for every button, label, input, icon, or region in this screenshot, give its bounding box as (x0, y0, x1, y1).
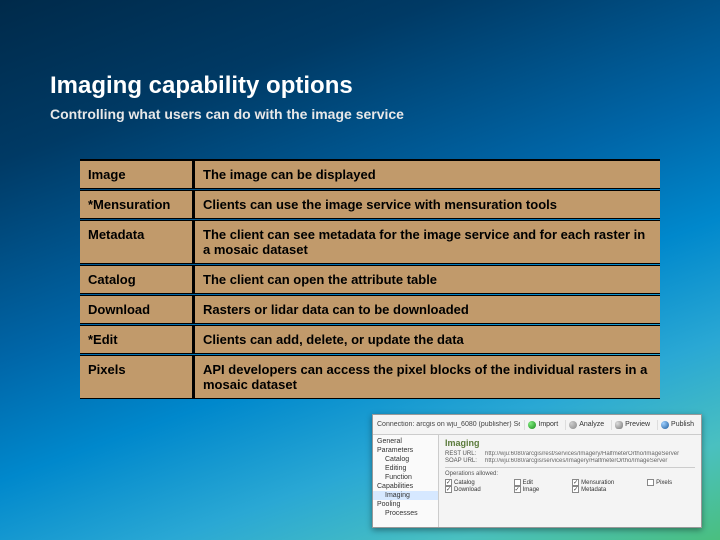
table-row: MetadataThe client can see metadata for … (80, 220, 660, 264)
cap-name: Image (80, 159, 195, 189)
publish-icon (661, 421, 669, 429)
sidebar-item-pooling[interactable]: Pooling (373, 500, 438, 509)
checkbox-metadata[interactable]: ✓Metadata (572, 486, 637, 493)
cap-name: Download (80, 295, 195, 324)
table-row: PixelsAPI developers can access the pixe… (80, 355, 660, 399)
checkbox-download[interactable]: ✓Download (445, 486, 504, 493)
publish-label: Publish (671, 421, 694, 428)
table-row: CatalogThe client can open the attribute… (80, 265, 660, 294)
slide-subtitle: Controlling what users can do with the i… (50, 106, 670, 122)
sidebar-item-catalog[interactable]: Catalog (373, 455, 438, 464)
soap-url-value: http://wju:6080/arcgis/services/Imagery/… (485, 458, 695, 464)
table-row: ImageThe image can be displayed (80, 159, 660, 189)
editor-toolbar: Connection: arcgis on wju_6080 (publishe… (373, 415, 701, 435)
checkbox-label: Catalog (454, 480, 475, 486)
import-button[interactable]: Import (524, 420, 561, 430)
table-row: *MensurationClients can use the image se… (80, 190, 660, 219)
cap-name: Pixels (80, 355, 195, 399)
analyze-icon (569, 421, 577, 429)
cap-desc: Rasters or lidar data can to be download… (195, 295, 660, 324)
sidebar-item-general[interactable]: General (373, 437, 438, 446)
preview-label: Preview (625, 421, 650, 428)
cap-name: *Edit (80, 325, 195, 354)
panel-title: Imaging (445, 438, 695, 448)
checkbox-image[interactable]: ✓Image (514, 486, 563, 493)
capability-table: ImageThe image can be displayed *Mensura… (80, 158, 660, 400)
operations-grid: ✓Catalog Edit ✓Mensuration Pixels ✓Downl… (445, 479, 695, 493)
checkbox-pixels[interactable]: Pixels (647, 479, 695, 486)
editor-main: Imaging REST URL: http://wju:6080/arcgis… (439, 435, 701, 527)
sidebar-item-editing[interactable]: Editing (373, 464, 438, 473)
slide-title: Imaging capability options (50, 72, 670, 100)
import-label: Import (538, 421, 558, 428)
checkbox-label: Download (454, 487, 481, 493)
checkbox-icon (647, 479, 654, 486)
checkbox-icon: ✓ (445, 486, 452, 493)
operations-label: Operations allowed: (445, 467, 695, 477)
checkbox-label: Metadata (581, 487, 606, 493)
cap-desc: The image can be displayed (195, 159, 660, 189)
checkbox-icon (514, 479, 521, 486)
service-editor-window: Connection: arcgis on wju_6080 (publishe… (372, 414, 702, 528)
analyze-label: Analyze (579, 421, 604, 428)
cap-desc: API developers can access the pixel bloc… (195, 355, 660, 399)
checkbox-label: Edit (523, 480, 533, 486)
table-row: DownloadRasters or lidar data can to be … (80, 295, 660, 324)
soap-url-label: SOAP URL: (445, 458, 481, 464)
connection-label: Connection: arcgis on wju_6080 (publishe… (377, 421, 520, 428)
checkbox-icon: ✓ (572, 479, 579, 486)
sidebar-item-parameters[interactable]: Parameters (373, 446, 438, 455)
checkbox-label: Image (523, 487, 540, 493)
import-icon (528, 421, 536, 429)
rest-url-label: REST URL: (445, 451, 481, 457)
sidebar-item-imaging[interactable]: Imaging (373, 491, 438, 500)
checkbox-icon: ✓ (572, 486, 579, 493)
publish-button[interactable]: Publish (657, 420, 697, 430)
checkbox-label: Pixels (656, 480, 672, 486)
table-row: *EditClients can add, delete, or update … (80, 325, 660, 354)
cap-name: Metadata (80, 220, 195, 264)
analyze-button[interactable]: Analyze (565, 420, 607, 430)
editor-sidebar: General Parameters Catalog Editing Funct… (373, 435, 439, 527)
cap-name: *Mensuration (80, 190, 195, 219)
rest-url-value: http://wju:6080/arcgis/rest/services/Ima… (485, 451, 695, 457)
checkbox-catalog[interactable]: ✓Catalog (445, 479, 504, 486)
checkbox-edit[interactable]: Edit (514, 479, 563, 486)
checkbox-icon: ✓ (514, 486, 521, 493)
sidebar-item-processes[interactable]: Processes (373, 509, 438, 518)
preview-icon (615, 421, 623, 429)
sidebar-item-capabilities[interactable]: Capabilities (373, 482, 438, 491)
cap-desc: The client can see metadata for the imag… (195, 220, 660, 264)
checkbox-label: Mensuration (581, 480, 614, 486)
cap-desc: The client can open the attribute table (195, 265, 660, 294)
checkbox-mensuration[interactable]: ✓Mensuration (572, 479, 637, 486)
preview-button[interactable]: Preview (611, 420, 653, 430)
checkbox-icon: ✓ (445, 479, 452, 486)
sidebar-item-function[interactable]: Function (373, 473, 438, 482)
cap-desc: Clients can add, delete, or update the d… (195, 325, 660, 354)
cap-name: Catalog (80, 265, 195, 294)
cap-desc: Clients can use the image service with m… (195, 190, 660, 219)
